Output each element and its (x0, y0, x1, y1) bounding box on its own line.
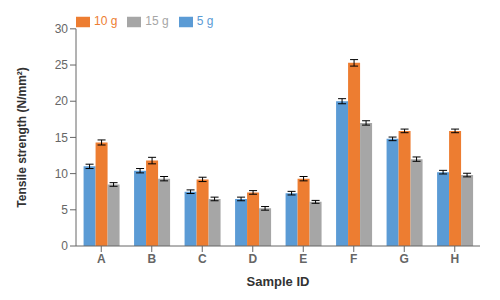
svg-text:F: F (350, 252, 357, 266)
svg-text:D: D (248, 252, 257, 266)
html-text:10 g: 10 g (94, 14, 118, 28)
svg-text:15: 15 (55, 131, 69, 145)
svg-text:A: A (97, 252, 106, 266)
html-text:15 g: 15 g (145, 14, 169, 28)
svg-text:20: 20 (55, 94, 69, 108)
svg-text:E: E (299, 252, 307, 266)
svg-text:10: 10 (55, 167, 69, 181)
html-text:5 g: 5 g (196, 14, 214, 28)
svg-text:0: 0 (61, 239, 68, 253)
svg-text:30: 30 (55, 22, 69, 36)
svg-text:Tensile strength (N/mm²): Tensile strength (N/mm²) (15, 67, 29, 207)
svg-text:G: G (400, 252, 409, 266)
svg-text:25: 25 (55, 58, 69, 72)
svg-text:H: H (450, 252, 459, 266)
svg-text:C: C (198, 252, 207, 266)
svg-text:Sample ID: Sample ID (247, 274, 310, 289)
svg-text:5: 5 (61, 203, 68, 217)
svg-text:B: B (147, 252, 156, 266)
